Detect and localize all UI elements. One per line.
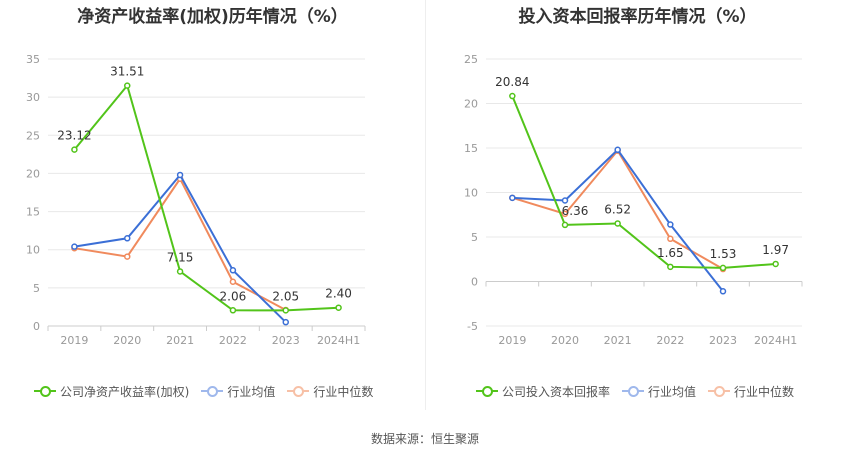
- data-point: [509, 194, 516, 202]
- x-tick-label: 2020: [551, 334, 579, 347]
- data-point: [614, 146, 621, 154]
- y-tick-label: 0: [471, 276, 478, 289]
- y-tick-label: 10: [26, 244, 40, 257]
- data-label: 2.06: [220, 289, 247, 303]
- legend-roe: 公司净资产收益率(加权) 行业均值 行业中位数: [34, 382, 385, 400]
- y-tick-label: 15: [26, 206, 40, 219]
- data-point: [614, 220, 621, 227]
- y-tick-label: 20: [26, 167, 40, 180]
- series-line-0: [73, 83, 339, 312]
- x-tick-label: 2021: [166, 334, 194, 347]
- y-tick-label: 10: [464, 187, 478, 200]
- data-point: [772, 260, 779, 268]
- data-point: [176, 268, 184, 275]
- y-tick-label: 35: [26, 53, 40, 66]
- data-point: [124, 82, 131, 89]
- y-tick-label: -5: [467, 320, 478, 333]
- data-point: [71, 243, 78, 250]
- data-label: 2.40: [325, 287, 352, 301]
- legend-label-company-roic: 公司投入资本回报率: [502, 384, 611, 399]
- chart-1: -5 0 5 10 15 20 25 2019 2020 2021 2022 2023 2024H1 20…: [464, 53, 803, 347]
- x-tick-label: 2019: [60, 334, 88, 347]
- x-tick-label: 2022: [656, 334, 684, 347]
- data-label: 1.97: [762, 243, 789, 257]
- legend-swatch-median: [708, 385, 731, 397]
- data-point: [124, 253, 131, 260]
- data-label: 7.15: [167, 250, 194, 264]
- y-tick-label: 30: [26, 91, 40, 104]
- chart-title-roic: 投入资本回报率历年情况（%）: [518, 7, 757, 27]
- y-tick-label: 15: [464, 142, 478, 155]
- data-label: 20.84: [495, 75, 529, 89]
- x-tick-label: 2023: [272, 334, 300, 347]
- data-point: [719, 288, 727, 295]
- data-label: 1.53: [710, 247, 737, 261]
- legend-swatch-avg: [622, 385, 645, 397]
- data-point: [509, 92, 516, 100]
- data-point: [561, 221, 569, 229]
- x-tick-label: 2020: [113, 334, 141, 347]
- x-tick-label: 2024H1: [317, 334, 360, 347]
- data-label: 6.52: [604, 202, 631, 216]
- y-tick-label: 5: [471, 231, 478, 244]
- legend-swatch-company: [476, 385, 498, 397]
- legend-item-industry-avg[interactable]: 行业均值: [622, 383, 696, 400]
- data-point: [282, 307, 289, 314]
- series-line-1: [74, 173, 287, 323]
- data-label: 2.05: [272, 289, 299, 303]
- legend-label-company-roe: 公司净资产收益率(加权): [60, 384, 190, 399]
- legend-item-industry-median[interactable]: 行业中位数: [287, 383, 373, 400]
- x-tick-label: 2021: [604, 334, 632, 347]
- y-tick-label: 25: [464, 53, 478, 66]
- data-point: [229, 278, 237, 286]
- data-point: [667, 235, 674, 243]
- data-point: [561, 197, 569, 204]
- legend-label-industry-avg: 行业均值: [648, 384, 697, 399]
- legend-label-industry-median: 行业中位数: [313, 384, 374, 399]
- x-tick-label: 2019: [498, 334, 526, 347]
- panel-divider: [425, 0, 426, 410]
- legend-swatch-median: [287, 385, 310, 397]
- legend-label-industry-median: 行业中位数: [734, 384, 795, 399]
- legend-roic: 公司投入资本回报率 行业均值 行业中位数: [476, 382, 806, 400]
- x-tick-label: 2023: [709, 334, 737, 347]
- data-point: [667, 221, 674, 228]
- data-label: 31.51: [110, 65, 144, 79]
- data-point: [229, 267, 237, 274]
- legend-item-industry-avg[interactable]: 行业均值: [201, 383, 275, 400]
- legend-item-industry-median[interactable]: 行业中位数: [708, 383, 794, 400]
- legend-label-industry-avg: 行业均值: [227, 384, 276, 399]
- legend-item-company-roic[interactable]: 公司投入资本回报率: [476, 383, 610, 400]
- y-tick-label: 20: [464, 98, 478, 111]
- y-tick-label: 5: [33, 282, 40, 295]
- data-point: [335, 304, 342, 311]
- chart-title-roe: 净资产收益率(加权)历年情况（%）: [77, 7, 348, 27]
- data-source-note: 数据来源：恒生聚源: [370, 432, 479, 446]
- legend-swatch-company: [34, 385, 56, 397]
- data-point: [124, 235, 131, 242]
- data-point: [719, 264, 727, 272]
- x-tick-label: 2022: [219, 334, 247, 347]
- data-label: 6.36: [562, 204, 589, 218]
- chart-0: 0 5 10 15 20 25 30 35 2019 2020 2021 2022 2023 2024H1…: [26, 53, 366, 347]
- legend-swatch-avg: [201, 385, 224, 397]
- data-point: [282, 318, 289, 326]
- y-tick-label: 0: [33, 320, 40, 333]
- data-point: [229, 307, 237, 314]
- data-point: [71, 146, 78, 153]
- legend-item-company-roe[interactable]: 公司净资产收益率(加权): [34, 383, 189, 400]
- y-tick-label: 25: [26, 129, 40, 142]
- data-point: [176, 171, 184, 179]
- data-label: 23.12: [57, 129, 91, 143]
- data-label: 1.65: [657, 246, 684, 260]
- series-line-0: [511, 95, 776, 269]
- data-point: [561, 210, 569, 218]
- data-point: [667, 263, 674, 271]
- x-tick-label: 2024H1: [754, 334, 797, 347]
